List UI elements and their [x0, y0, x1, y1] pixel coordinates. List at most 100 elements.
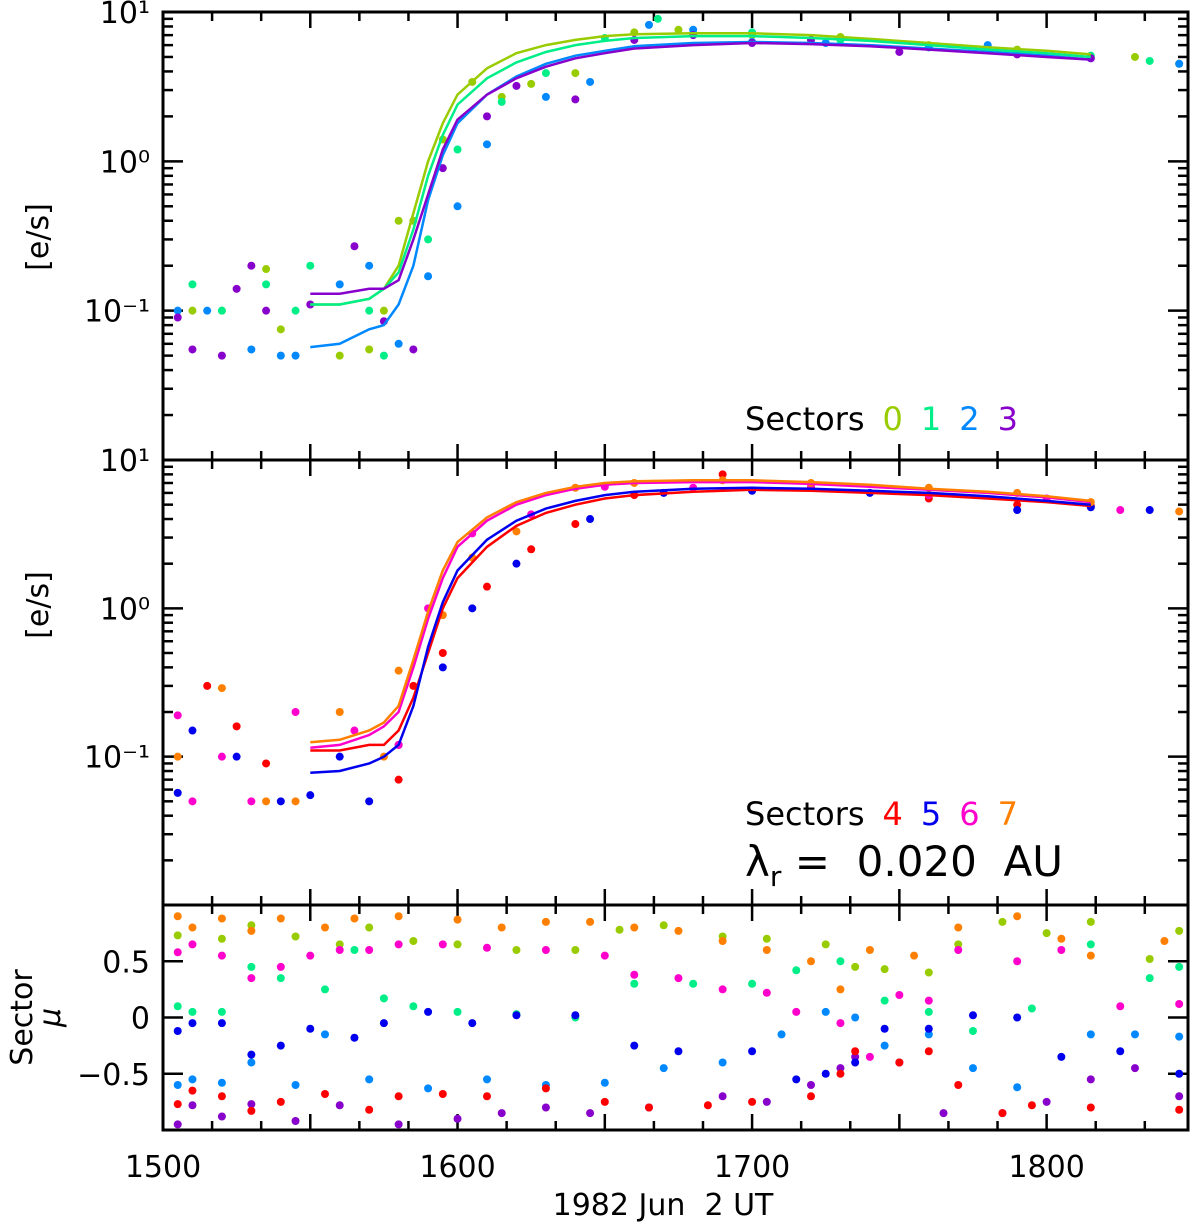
- data-point-sector-3: [806, 1081, 815, 1089]
- data-point-sector-2: [188, 1075, 197, 1084]
- data-point-sector-3: [188, 345, 197, 354]
- data-point-sector-6: [600, 951, 609, 960]
- data-point-sector-0: [762, 934, 771, 943]
- data-point-sector-6: [188, 797, 197, 806]
- data-point-sector-1: [306, 261, 315, 270]
- data-point-sector-1: [291, 306, 300, 315]
- data-point-sector-5: [968, 1011, 977, 1020]
- data-point-sector-6: [836, 1019, 845, 1028]
- legend-entry-sector-0: 0: [883, 400, 903, 438]
- data-point-sector-2: [320, 1030, 329, 1039]
- data-point-sector-4: [748, 1097, 757, 1106]
- data-point-sector-5: [247, 1050, 256, 1059]
- data-point-sector-2: [247, 1058, 256, 1067]
- data-point-sector-1: [350, 946, 359, 954]
- data-point-sector-5: [1013, 506, 1022, 515]
- legend: Sectors 0 1 2 3: [745, 400, 1018, 438]
- data-point-sector-3: [939, 1109, 948, 1118]
- data-point-sector-5: [1175, 1069, 1184, 1078]
- data-point-sector-0: [1145, 955, 1154, 963]
- data-point-sector-0: [335, 351, 344, 360]
- data-point-sector-6: [792, 1007, 801, 1016]
- data-point-sector-2: [247, 345, 256, 354]
- data-point-sector-0: [291, 932, 300, 941]
- data-point-sector-0: [571, 946, 580, 954]
- data-point-sector-5: [880, 1024, 889, 1033]
- data-point-sector-1: [630, 979, 639, 988]
- data-point-sector-2: [1086, 1030, 1095, 1039]
- legend-entry-sector-1: 1: [921, 400, 941, 438]
- data-point-sector-4: [276, 1097, 285, 1106]
- data-point-sector-7: [497, 923, 506, 932]
- data-point-sector-6: [217, 951, 226, 960]
- data-point-sector-2: [453, 202, 462, 211]
- data-point-sector-3: [217, 1112, 226, 1121]
- data-point-sector-7: [1175, 507, 1184, 516]
- data-point-sector-2: [173, 1081, 182, 1089]
- y-tick-label: −0.5: [77, 1058, 150, 1093]
- data-point-sector-0: [335, 940, 344, 949]
- data-point-sector-0: [1086, 917, 1095, 926]
- data-point-sector-2: [424, 272, 433, 281]
- data-point-sector-0: [173, 931, 182, 940]
- data-point-sector-3: [173, 313, 182, 322]
- data-point-sector-6: [173, 711, 182, 720]
- y-tick-label: 10¹: [100, 0, 150, 31]
- data-point-sector-7: [276, 914, 285, 923]
- data-point-sector-4: [1175, 1105, 1184, 1114]
- data-point-sector-3: [438, 164, 447, 173]
- data-point-sector-3: [453, 1114, 462, 1123]
- data-point-sector-6: [247, 797, 256, 806]
- data-point-sector-5: [365, 797, 374, 806]
- data-point-sector-4: [217, 1092, 226, 1101]
- data-point-sector-7: [836, 985, 845, 994]
- data-point-sector-6: [674, 974, 683, 983]
- fit-line-sector-7: [310, 479, 1091, 744]
- data-point-sector-0: [453, 940, 462, 949]
- data-point-sector-0: [217, 934, 226, 943]
- data-point-sector-4: [924, 1047, 933, 1056]
- legend: Sectors 4 5 6 7: [745, 795, 1018, 833]
- data-point-sector-6: [762, 988, 771, 997]
- data-point-sector-2: [365, 261, 374, 270]
- legend-entry-sector-7: 7: [998, 795, 1018, 833]
- data-point-sector-1: [320, 985, 329, 994]
- data-point-sector-0: [659, 921, 668, 930]
- data-point-sector-6: [895, 991, 904, 999]
- data-point-sector-3: [1086, 1075, 1095, 1084]
- data-point-sector-0: [1175, 926, 1184, 935]
- data-point-sector-4: [600, 1097, 609, 1106]
- data-point-sector-4: [173, 1100, 182, 1109]
- data-point-sector-4: [527, 545, 536, 554]
- data-point-sector-1: [247, 962, 256, 971]
- data-point-sector-2: [644, 20, 653, 29]
- data-point-sector-2: [718, 1058, 727, 1067]
- data-point-sector-1: [453, 145, 462, 154]
- legend-entry-sector-5: 5: [921, 795, 941, 833]
- data-point-sector-0: [571, 69, 580, 78]
- data-point-sector-0: [924, 968, 933, 977]
- data-point-sector-2: [276, 351, 285, 360]
- data-point-sector-3: [350, 242, 359, 251]
- data-point-sector-5: [1057, 1052, 1066, 1061]
- data-point-sector-0: [674, 25, 683, 34]
- data-point-sector-0: [880, 965, 889, 974]
- data-point-sector-5: [232, 752, 241, 761]
- fit-line-sector-5: [310, 486, 1091, 774]
- data-point-sector-3: [1175, 1092, 1184, 1101]
- data-point-sector-4: [954, 1081, 963, 1089]
- data-point-sector-0: [512, 946, 521, 954]
- data-point-sector-4: [438, 1090, 447, 1098]
- data-point-sector-3: [335, 1101, 344, 1110]
- data-point-sector-4: [851, 1047, 860, 1056]
- data-point-sector-4: [998, 1109, 1007, 1118]
- data-point-sector-1: [188, 280, 197, 289]
- data-point-sector-3: [188, 1101, 197, 1110]
- data-point-sector-4: [365, 1105, 374, 1114]
- data-point-sector-0: [262, 265, 271, 274]
- data-point-sector-1: [276, 974, 285, 983]
- data-point-sector-3: [232, 284, 241, 293]
- data-point-sector-0: [851, 962, 860, 971]
- legend-prefix: Sectors: [745, 400, 865, 438]
- data-point-sector-6: [247, 974, 256, 983]
